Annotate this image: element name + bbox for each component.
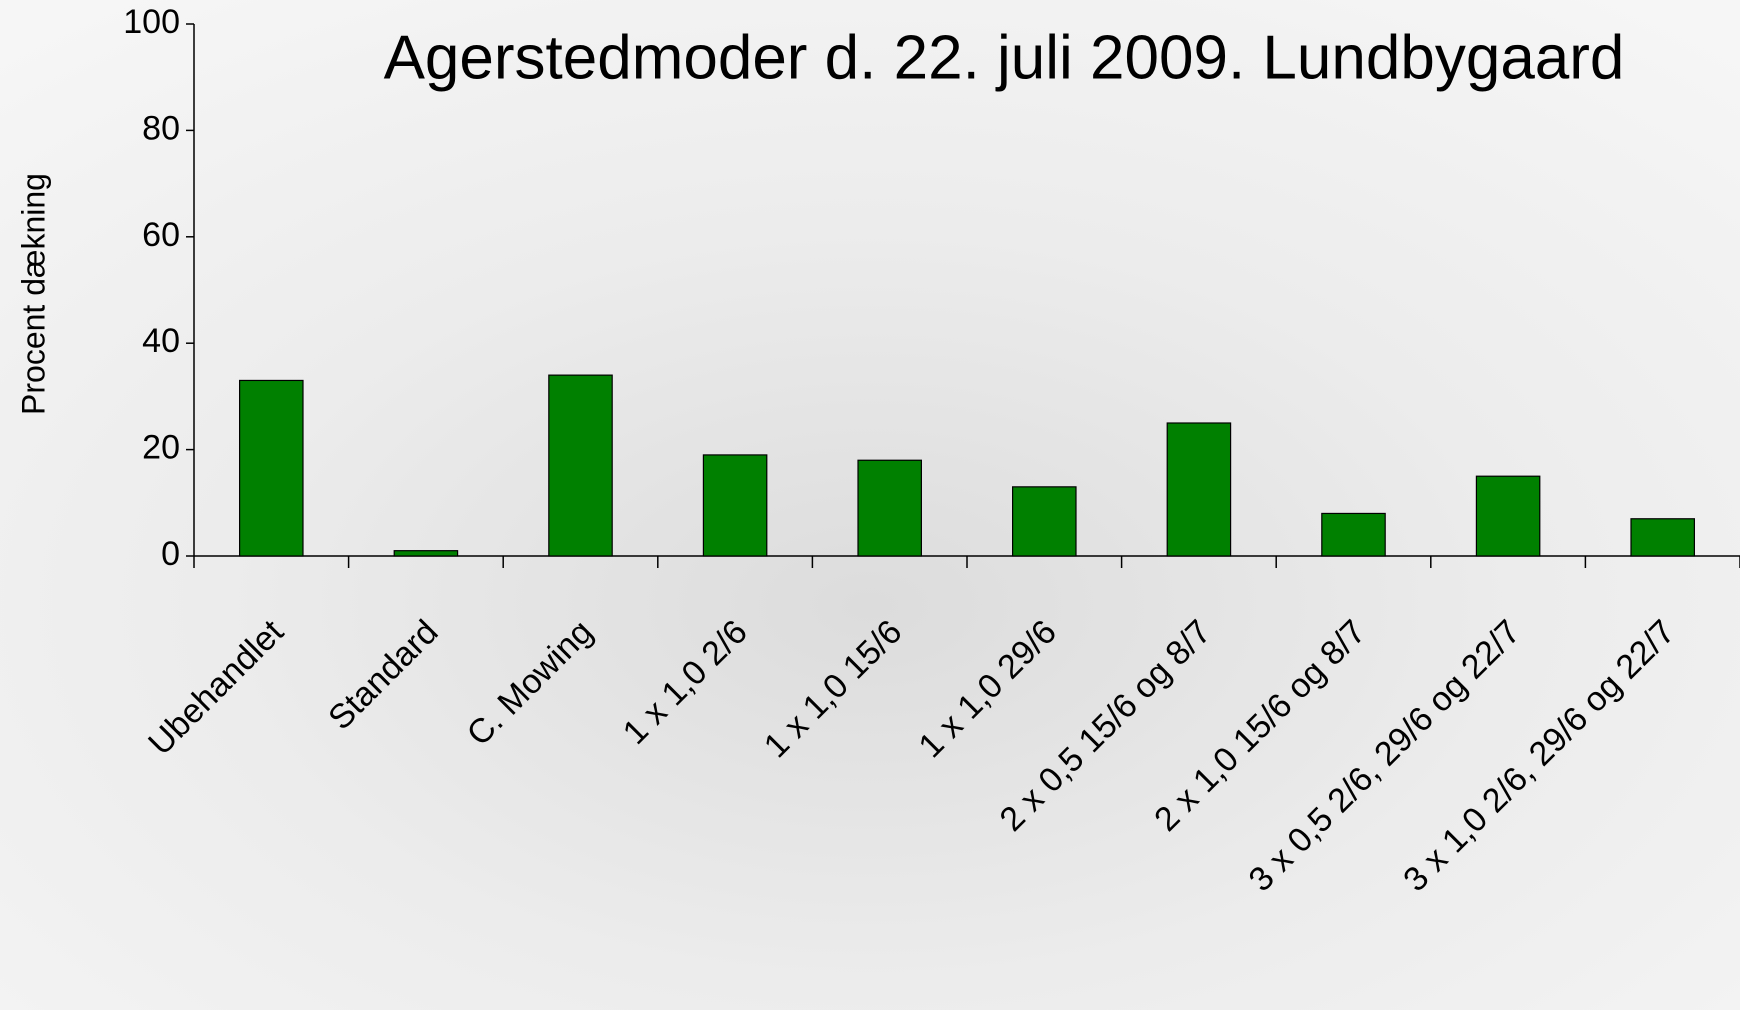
bar bbox=[1013, 487, 1076, 556]
bar bbox=[1167, 423, 1230, 556]
bar bbox=[1476, 476, 1539, 556]
chart: Agerstedmoder d. 22. juli 2009. Lundbyga… bbox=[0, 0, 1740, 1010]
y-tick-label: 60 bbox=[142, 216, 180, 254]
bar bbox=[240, 380, 303, 556]
bar bbox=[858, 460, 921, 556]
bar bbox=[1631, 519, 1694, 556]
bar bbox=[703, 455, 766, 556]
y-tick-label: 100 bbox=[123, 3, 180, 41]
bar bbox=[1322, 513, 1385, 556]
bar bbox=[549, 375, 612, 556]
y-axis-label: Procent dækning bbox=[15, 173, 51, 415]
y-tick-label: 20 bbox=[142, 429, 180, 467]
chart-title: Agerstedmoder d. 22. juli 2009. Lundbyga… bbox=[384, 23, 1625, 92]
y-tick-label: 0 bbox=[161, 535, 180, 573]
bar bbox=[394, 551, 457, 556]
y-tick-label: 40 bbox=[142, 322, 180, 360]
y-tick-label: 80 bbox=[142, 109, 180, 147]
